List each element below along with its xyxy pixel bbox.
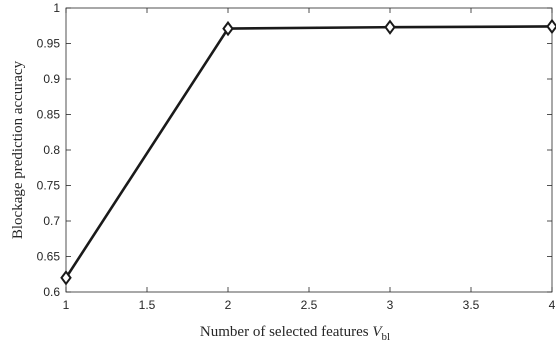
y-tick-label: 0.6 [43, 285, 60, 299]
x-tick-label: 4 [549, 298, 556, 312]
series-line [64, 25, 553, 279]
x-tick-label: 3.5 [463, 298, 480, 312]
x-tick-label: 1.5 [139, 298, 156, 312]
y-tick-label: 1 [53, 1, 60, 15]
y-tick-label: 0.85 [37, 108, 61, 122]
data-point-marker [222, 20, 234, 37]
y-tick-label: 0.7 [43, 214, 60, 228]
series-layer [60, 18, 556, 286]
x-axis-ticks: 1 1.5 2 2.5 3 3.5 4 [63, 8, 556, 312]
data-point-marker [60, 270, 72, 286]
y-tick-label: 0.75 [37, 179, 61, 193]
x-tick-label: 2.5 [301, 298, 318, 312]
x-axis-label: Number of selected features Vbl [200, 324, 390, 343]
y-tick-label: 0.65 [37, 250, 61, 264]
y-tick-label: 0.8 [43, 143, 60, 157]
y-tick-label: 0.9 [43, 72, 60, 86]
y-axis-label: Blockage prediction accuracy [10, 60, 26, 239]
x-tick-label: 1 [63, 298, 70, 312]
x-tick-label: 3 [387, 298, 394, 312]
y-tick-label: 0.95 [37, 37, 61, 51]
data-point-marker [546, 18, 556, 35]
data-point-marker [384, 19, 396, 35]
x-tick-label: 2 [225, 298, 232, 312]
plot-area [65, 7, 553, 293]
y-axis-ticks: 0.6 0.65 0.7 0.75 0.8 0.85 0.9 0.95 1 [37, 1, 552, 299]
